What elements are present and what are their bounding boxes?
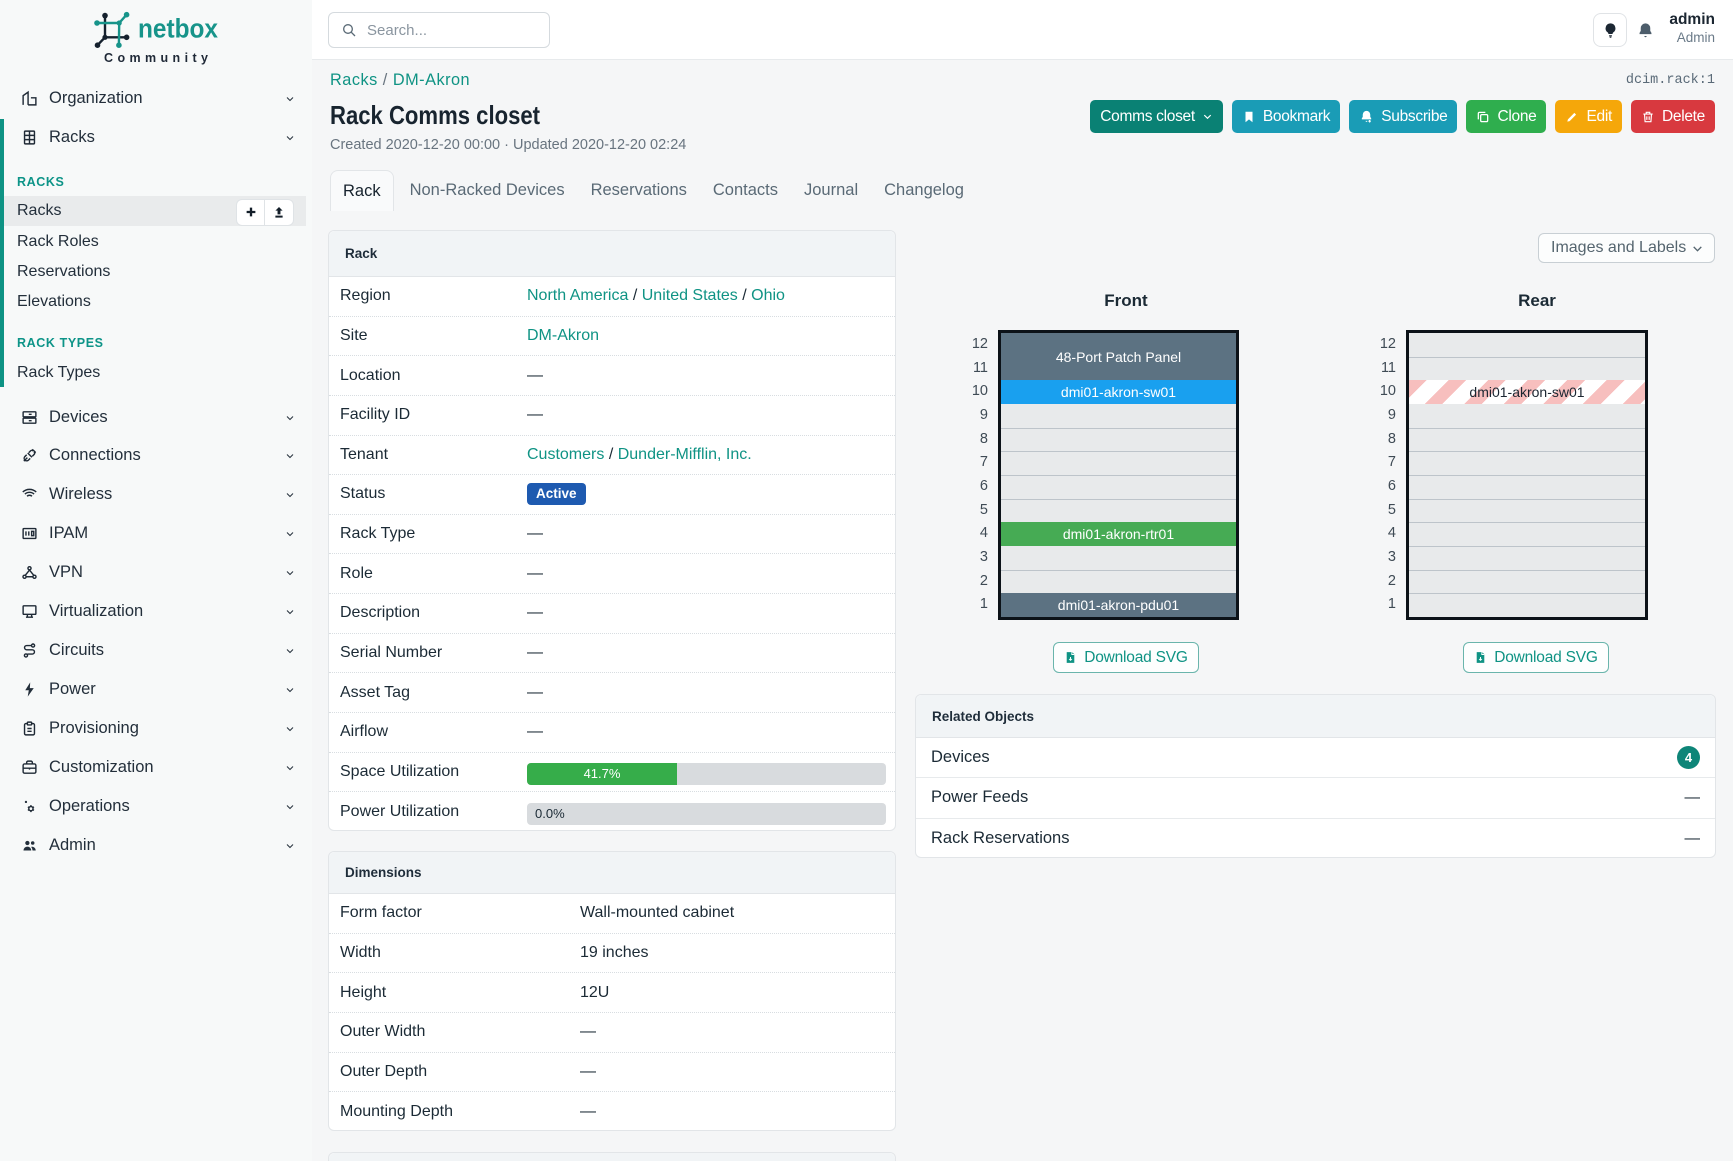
svg-text:netbox: netbox <box>138 14 218 44</box>
